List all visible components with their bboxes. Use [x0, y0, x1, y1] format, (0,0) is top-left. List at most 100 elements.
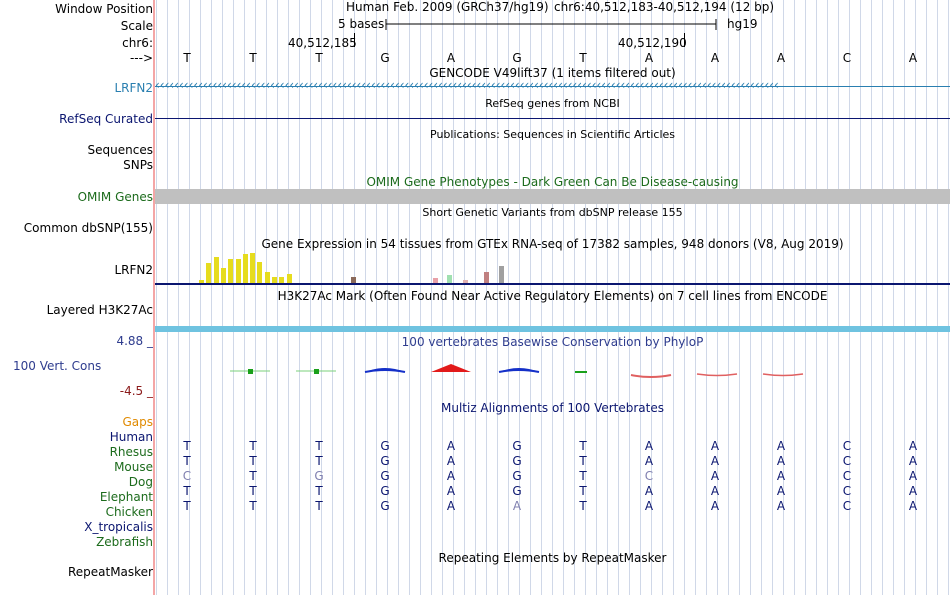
reference-base: A — [446, 51, 456, 65]
grid-line — [871, 0, 872, 595]
grid-line — [651, 0, 652, 595]
tracks-image[interactable]: Human Feb. 2009 (GRCh37/hg19) chr6:40,51… — [155, 0, 950, 595]
gencode-track-label[interactable]: LRFN2 — [114, 81, 153, 95]
phylop-track-label[interactable]: 100 Vert. Cons — [13, 359, 102, 373]
alignment-base: A — [710, 469, 720, 483]
gtex-tissue-bar[interactable] — [220, 268, 226, 283]
gtex-tissue-bar[interactable] — [264, 272, 270, 283]
reference-base: A — [908, 51, 918, 65]
alignment-base: T — [315, 439, 323, 453]
grid-line — [805, 0, 806, 595]
alignment-base: A — [644, 499, 654, 513]
gtex-tissue-bar[interactable] — [447, 275, 452, 283]
species-label-rhesus[interactable]: Rhesus — [109, 445, 153, 459]
alignment-base: C — [842, 499, 852, 513]
alignment-base: G — [380, 499, 390, 513]
h3k27ac-signal[interactable] — [155, 326, 950, 332]
alignment-base: T — [249, 454, 257, 468]
grid-line — [948, 0, 949, 595]
gencode-strand-arrows: ‹‹‹‹‹‹‹‹‹‹‹‹‹‹‹‹‹‹‹‹‹‹‹‹‹‹‹‹‹‹‹‹‹‹‹‹‹‹‹‹… — [155, 80, 779, 92]
gtex-tissue-bar[interactable] — [279, 277, 285, 283]
omim-phenotype-feature[interactable] — [155, 189, 950, 204]
coord-left-tick — [354, 33, 355, 47]
alignment-base: G — [380, 469, 390, 483]
grid-line — [431, 0, 432, 595]
gtex-tissue-bar[interactable] — [206, 263, 212, 283]
gtex-tissue-bar[interactable] — [272, 277, 277, 283]
gtex-tissue-bar[interactable] — [257, 262, 263, 283]
species-label-dog[interactable]: Dog — [128, 475, 153, 489]
grid-line — [343, 0, 344, 595]
gtex-track-label[interactable]: LRFN2 — [114, 263, 153, 277]
alignment-base: T — [579, 469, 587, 483]
alignment-base: T — [249, 484, 257, 498]
gtex-tissue-bar[interactable] — [250, 253, 256, 283]
gtex-baseline — [155, 283, 950, 285]
species-label-mouse[interactable]: Mouse — [114, 460, 153, 474]
alignment-base: G — [380, 439, 390, 453]
gtex-tissue-bar[interactable] — [286, 274, 292, 283]
reference-base: A — [710, 51, 720, 65]
gtex-tissue-bar[interactable] — [463, 280, 468, 283]
gtex-tissue-bar[interactable] — [199, 280, 204, 283]
publications-track-label[interactable]: Sequences — [87, 143, 153, 157]
publications-snps-label[interactable]: SNPs — [123, 158, 153, 172]
gtex-expression-chart[interactable] — [155, 252, 950, 284]
grid-line — [552, 0, 553, 595]
alignment-base: C — [842, 439, 852, 453]
gtex-tissue-bar[interactable] — [351, 277, 356, 283]
alignment-base: G — [380, 484, 390, 498]
species-label-chicken[interactable]: Chicken — [105, 505, 153, 519]
gencode-gene-feature[interactable]: ‹‹‹‹‹‹‹‹‹‹‹‹‹‹‹‹‹‹‹‹‹‹‹‹‹‹‹‹‹‹‹‹‹‹‹‹‹‹‹‹… — [155, 80, 950, 94]
grid-line — [585, 0, 586, 595]
refseq-track-label[interactable]: RefSeq Curated — [59, 112, 153, 126]
grid-line — [211, 0, 212, 595]
alignment-base: C — [644, 469, 654, 483]
gtex-tissue-bar[interactable] — [499, 266, 504, 283]
grid-line — [519, 0, 520, 595]
alignment-base: A — [776, 484, 786, 498]
alignment-base: G — [512, 484, 522, 498]
refseq-gene-feature[interactable] — [155, 118, 950, 119]
dbsnp-track-label[interactable]: Common dbSNP(155) — [23, 221, 153, 235]
gtex-tissue-bar[interactable] — [228, 259, 234, 283]
species-label-x_tropicalis[interactable]: X_tropicalis — [84, 520, 153, 534]
species-label-gaps[interactable]: Gaps — [122, 415, 153, 429]
grid-line — [387, 0, 388, 595]
reference-base: A — [644, 51, 654, 65]
scale-bar — [385, 19, 717, 30]
alignment-base: A — [644, 454, 654, 468]
repeatmasker-track-label[interactable]: RepeatMasker — [67, 565, 153, 579]
alignment-base: T — [249, 499, 257, 513]
phylop-conservation-plot[interactable] — [155, 355, 950, 385]
species-label-zebrafish[interactable]: Zebrafish — [96, 535, 153, 549]
species-label-elephant[interactable]: Elephant — [99, 490, 153, 504]
grid-line — [860, 0, 861, 595]
grid-line — [464, 0, 465, 595]
reference-base: C — [842, 51, 852, 65]
grid-line — [541, 0, 542, 595]
h3k27ac-track-label[interactable]: Layered H3K27Ac — [46, 303, 153, 317]
alignment-base: A — [512, 499, 522, 513]
grid-line — [266, 0, 267, 595]
alignment-base: G — [380, 454, 390, 468]
alignment-base: G — [314, 469, 324, 483]
species-label-human[interactable]: Human — [109, 430, 153, 444]
grid-line — [530, 0, 531, 595]
grid-line — [255, 0, 256, 595]
alignment-base: T — [183, 454, 191, 468]
gtex-tissue-bar[interactable] — [235, 259, 241, 283]
grid-line — [277, 0, 278, 595]
gtex-tissue-bar[interactable] — [242, 254, 248, 283]
gtex-tissue-bar[interactable] — [213, 257, 219, 283]
alignment-base: A — [644, 484, 654, 498]
gtex-tissue-bar[interactable] — [484, 272, 489, 283]
grid-line — [453, 0, 454, 595]
gtex-tissue-bar[interactable] — [433, 278, 438, 283]
h3k27ac-track-title: H3K27Ac Mark (Often Found Near Active Re… — [277, 289, 828, 303]
reference-base: T — [579, 51, 587, 65]
omim-track-label[interactable]: OMIM Genes — [77, 190, 153, 204]
alignment-base: T — [579, 499, 587, 513]
grid-line — [794, 0, 795, 595]
grid-line — [629, 0, 630, 595]
